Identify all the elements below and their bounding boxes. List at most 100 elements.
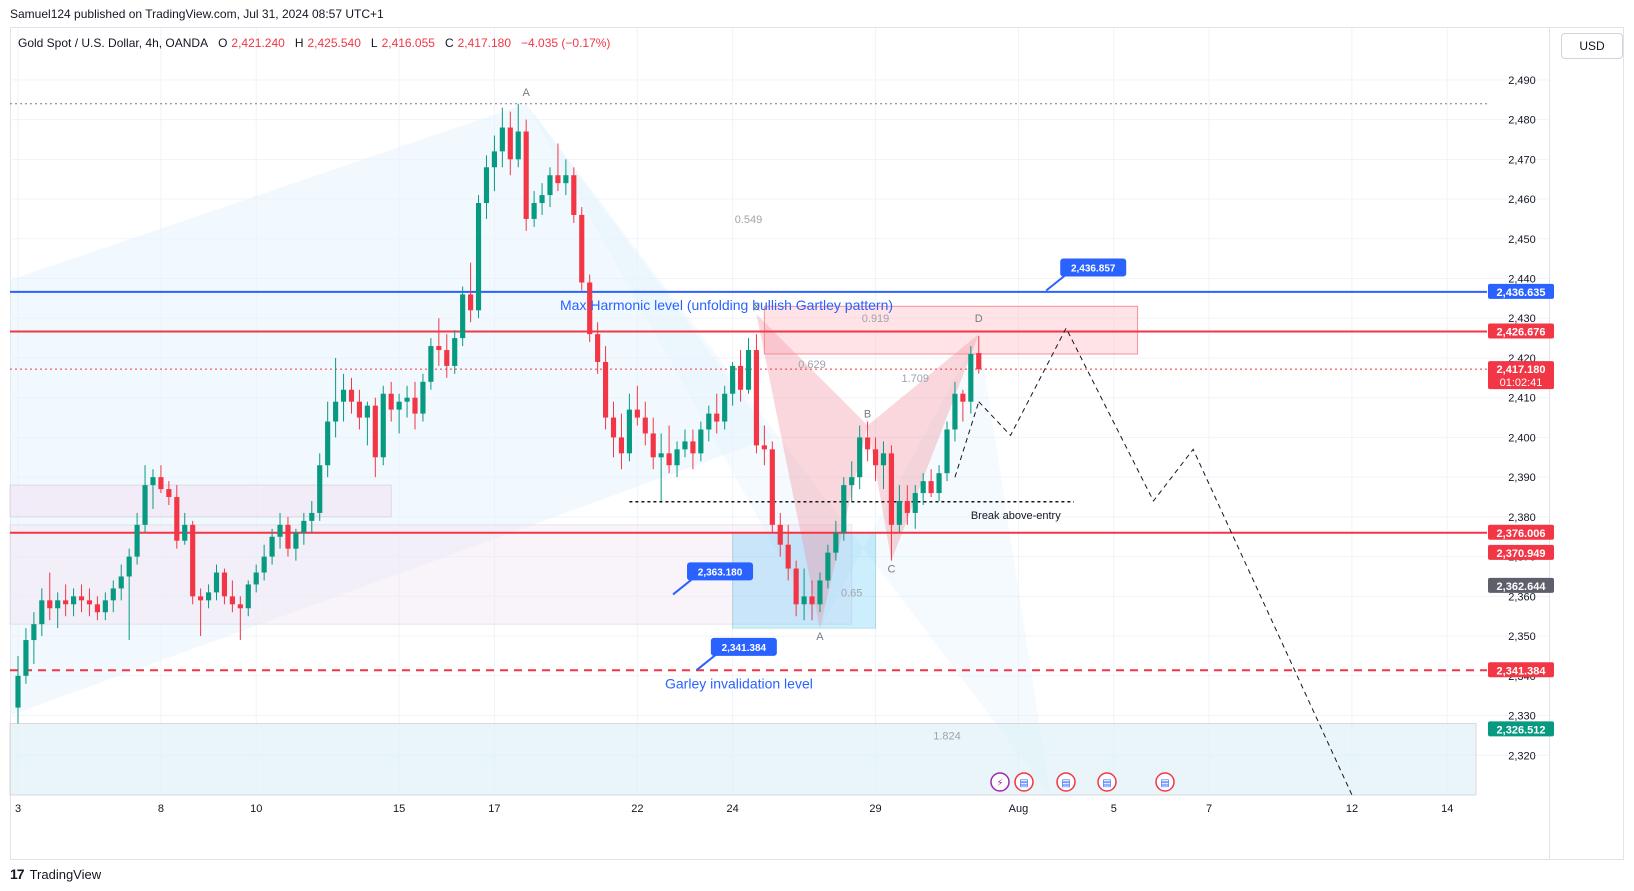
candle-body (301, 520, 307, 533)
candle-body (849, 477, 855, 486)
candle-body (865, 437, 871, 450)
symbol-legend: Gold Spot / U.S. Dollar, 4h, OANDA O 2,42… (18, 36, 616, 50)
tradingview-brand[interactable]: TradingView (29, 866, 102, 882)
x-tick-label: 5 (1111, 803, 1117, 815)
candle-body (47, 600, 53, 609)
tradingview-logo-icon[interactable]: 17 (10, 866, 25, 882)
pattern-point-label: A (816, 631, 824, 643)
candle-body (833, 532, 839, 553)
y-tick-label: 2,440 (1508, 274, 1536, 286)
candle-body (626, 409, 632, 454)
candle-body (94, 604, 100, 613)
economic-event-icon[interactable] (1056, 772, 1076, 792)
break-above-entry-label: Break above-entry (971, 510, 1061, 522)
candle-body (793, 568, 799, 605)
line-annotation-text: Garley invalidation level (665, 675, 813, 691)
x-tick-label: 10 (250, 803, 262, 815)
candle-body (674, 449, 680, 466)
x-tick-label: 17 (488, 803, 500, 815)
candle-body (404, 397, 410, 402)
axis-price-tag-text: 2,362.644 (1497, 581, 1547, 593)
candle-body (388, 393, 394, 410)
candle-body (563, 175, 569, 184)
economic-event-icon[interactable] (1097, 772, 1117, 792)
candle-body (317, 465, 323, 513)
candle-body (912, 493, 918, 513)
candle-body (682, 441, 688, 450)
candle-body (468, 294, 474, 311)
candle-body (340, 389, 347, 402)
price-axis-separator (1549, 27, 1550, 860)
candle-body (785, 544, 791, 569)
currency-button[interactable]: USD (1561, 33, 1623, 59)
candle-body (333, 401, 339, 422)
price-callout-box[interactable] (710, 637, 777, 656)
x-tick-label: 3 (15, 803, 21, 815)
footer: 17 TradingView (10, 866, 101, 882)
candle-body (245, 584, 251, 609)
callout-pointer (1045, 273, 1067, 292)
candle-body (396, 401, 402, 410)
candle-body (698, 429, 704, 454)
economic-event-icon[interactable] (1014, 772, 1034, 792)
pattern-point-label: C (887, 564, 895, 576)
axis-price-tag (1488, 721, 1554, 737)
fib-ratio-label: 0.549 (735, 214, 763, 226)
fib-ratio-label: 0.629 (798, 359, 826, 371)
prz-box (763, 305, 1139, 355)
candle-body (928, 481, 934, 494)
candle-body (269, 536, 275, 557)
candle-body (706, 413, 712, 430)
candle-body (761, 445, 767, 450)
economic-event-icon[interactable] (1155, 772, 1175, 792)
axis-price-tag-text: 2,370.949 (1497, 548, 1546, 560)
x-tick-label: 7 (1206, 803, 1212, 815)
fib-ratio-label: 1.824 (933, 730, 961, 742)
candle-body (126, 556, 132, 577)
axis-price-tag-text: 2,376.006 (1497, 528, 1546, 540)
candle-body (515, 131, 521, 160)
candle-body (730, 365, 736, 394)
candle-body (650, 433, 656, 458)
y-tick-label: 2,350 (1508, 631, 1536, 643)
candle-body (944, 429, 950, 474)
candle-body (63, 600, 69, 605)
candle-body (610, 417, 617, 438)
candle-body (134, 524, 140, 557)
axis-price-tag (1488, 323, 1554, 339)
axis-price-tag-text: 2,426.676 (1497, 326, 1546, 338)
projection-path-start (954, 401, 980, 478)
candle-body (380, 393, 386, 458)
candle-body (666, 453, 672, 466)
price-callout-box[interactable] (1060, 258, 1127, 277)
candle-body (960, 393, 966, 402)
candle-body (658, 453, 664, 458)
ohlc-open-key: O (218, 36, 228, 50)
candle-body (539, 195, 545, 204)
candle-body (102, 600, 108, 613)
flag-icon: ▤ (1102, 778, 1111, 789)
symbol-title: Gold Spot / U.S. Dollar, 4h, OANDA (18, 36, 209, 50)
dividend-event-icon[interactable] (990, 772, 1010, 792)
y-tick-label: 2,360 (1508, 591, 1536, 603)
candle-body (595, 334, 601, 362)
candle-body (293, 532, 299, 549)
candle-body (39, 600, 45, 625)
candle-body (428, 346, 434, 382)
candle-body (325, 421, 331, 466)
candle-body (285, 524, 291, 549)
candle-body (436, 346, 442, 351)
candle-body (857, 437, 863, 478)
x-tick-label: 8 (158, 803, 164, 815)
y-tick-label: 2,480 (1508, 115, 1536, 127)
axis-price-tag (1488, 524, 1554, 540)
candle-body (475, 203, 482, 311)
candle-body (642, 417, 648, 434)
candle-body (634, 409, 640, 418)
price-callout-box[interactable] (687, 562, 754, 581)
candle-body (420, 381, 426, 414)
axis-price-tag (1488, 361, 1554, 390)
y-tick-label: 2,400 (1508, 432, 1536, 444)
axis-price-tag-text: 2,341.384 (1497, 665, 1547, 677)
